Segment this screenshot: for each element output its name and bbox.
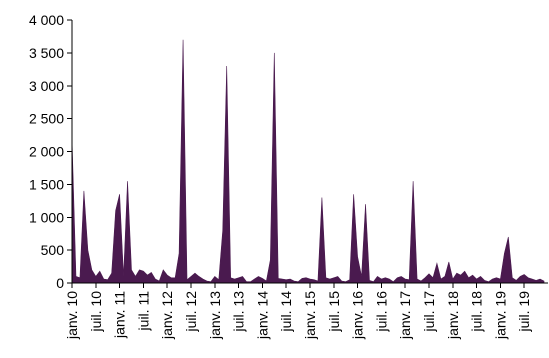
- x-tick-label: janv. 18: [445, 291, 461, 340]
- x-tick-label: juil. 11: [135, 291, 151, 332]
- x-tick-label: janv. 11: [112, 291, 128, 339]
- y-tick-label: 3 000: [29, 78, 64, 94]
- x-tick-label: juil. 17: [421, 291, 437, 333]
- y-tick-label: 3 500: [29, 45, 64, 61]
- x-tick-label: janv. 19: [492, 291, 508, 340]
- y-tick-label: 1 000: [29, 209, 64, 225]
- x-tick-label: janv. 10: [64, 291, 80, 340]
- area-series-0: [71, 39, 545, 284]
- y-tick-label: 0: [56, 275, 64, 291]
- y-tick-label: 2 500: [29, 111, 64, 127]
- y-tick-label: 4 000: [29, 12, 64, 28]
- x-tick-label: juil. 14: [278, 291, 294, 333]
- x-tick-label: janv. 14: [254, 291, 270, 340]
- y-tick-label: 500: [41, 242, 65, 258]
- y-tick-label: 1 500: [29, 176, 64, 192]
- x-tick-label: janv. 17: [397, 291, 413, 340]
- x-tick-labels: janv. 10 juil. 10 janv. 11 juil. 11 janv. 12…: [64, 291, 532, 340]
- x-tick-label: juil. 19: [516, 291, 532, 333]
- x-tick-label: janv. 12: [159, 291, 175, 340]
- x-tick-label: janv. 16: [350, 291, 366, 340]
- axis-layer: [67, 19, 548, 288]
- x-tick-label: janv. 15: [302, 291, 318, 340]
- x-tick-label: juil. 15: [326, 291, 342, 333]
- area-layer: [71, 39, 545, 284]
- x-tick-label: juil. 12: [183, 291, 199, 333]
- y-tick-label: 2 000: [29, 144, 64, 160]
- x-tick-label: juil. 16: [373, 291, 389, 333]
- x-tick-label: juil. 13: [231, 291, 247, 333]
- y-tick-labels: 0 500 1 000 1 500 2 000 2 500 3 000 3 500 4 000: [29, 12, 64, 291]
- x-tick-label: juil. 10: [88, 291, 104, 333]
- x-tick-label: juil. 18: [469, 291, 485, 333]
- x-tick-label: janv. 13: [207, 291, 223, 340]
